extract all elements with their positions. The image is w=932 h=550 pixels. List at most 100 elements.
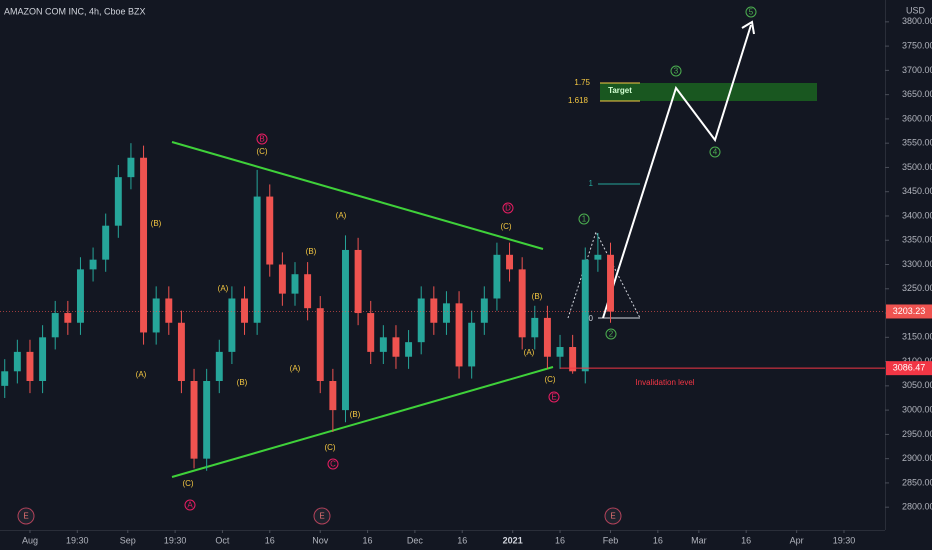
x-tick-label: 16 [653,535,663,545]
candle-body [405,342,413,357]
candle-body [329,380,337,411]
candle-body [607,254,614,312]
y-tick-label: 2950.00 [902,429,932,439]
candle-body [304,274,312,309]
candle-body [506,254,514,270]
candle-body [354,249,362,314]
projection-path [602,24,752,319]
candle-body [64,313,72,323]
event-marker-label: E [319,512,324,521]
candle-body [26,351,34,381]
arrow-head [741,20,755,35]
price-badge-label: 3086.47 [893,363,926,373]
y-tick-label: 2900.00 [902,453,932,463]
wave-label: (B) [237,378,248,387]
y-tick-label: 3700.00 [902,65,932,75]
wave-label: (C) [324,443,335,452]
currency: USD [906,5,926,15]
x-tick-label: Oct [215,535,230,545]
candle-body [127,157,135,178]
y-tick-label: 2850.00 [902,477,932,487]
candle-body [114,177,122,226]
fib-label: 1.75 [574,78,590,87]
x-tick-label: 16 [363,535,373,545]
candle-body [13,351,21,372]
wave-circle [709,146,721,158]
fib-label: 1.618 [568,96,589,105]
x-tick-label: Sep [120,535,136,545]
x-tick-label: Apr [790,535,804,545]
candle-body [468,322,476,367]
x-tick-label: 2021 [503,535,523,545]
wave-label: 1 [582,215,587,224]
trend-line [171,366,554,478]
candle-body [1,371,9,386]
wave-label: (B) [306,247,317,256]
y-tick-label: 2800.00 [902,502,932,512]
wave-circle [745,6,757,18]
candle-body [493,254,501,299]
candle-body [316,308,324,381]
wave-label: 3 [674,67,679,76]
fib-label: 0 [589,314,594,323]
y-tick-label: 3450.00 [902,186,932,196]
target-label: Target [608,86,632,95]
candle-body [581,259,589,372]
x-tick-label: 16 [741,535,751,545]
wave-circle [256,133,268,145]
candle-body [228,298,236,352]
price-badge-label: 3203.23 [893,306,926,316]
candle-body [152,298,160,333]
wave-label: (B) [532,292,543,301]
y-tick-label: 3750.00 [902,40,932,50]
x-tick-label: Mar [691,535,707,545]
candle-body [190,380,198,459]
candle-body [39,337,47,381]
x-tick-label: 19:30 [833,535,856,545]
wave-label: (A) [136,370,147,379]
candle-body [417,298,425,343]
candle-body [569,347,577,372]
event-marker [604,507,622,525]
candle-body [531,317,539,338]
candle-body [392,337,400,357]
wave-label: B [259,135,264,144]
x-tick-label: Dec [407,535,424,545]
x-tick-label: 19:30 [164,535,187,545]
x-tick-label: 19:30 [66,535,89,545]
wave-label: (A) [218,284,229,293]
candle-body [278,264,286,294]
wave-label: D [505,204,511,213]
candle-body [442,303,450,323]
candle-body [203,380,211,459]
wave-label: C [330,460,336,469]
event-marker [313,507,331,525]
y-tick-label: 3550.00 [902,138,932,148]
wave-label: (B) [151,219,162,228]
y-tick-label: 3100.00 [902,356,932,366]
wave-label: (C) [256,147,267,156]
wave-circle [327,458,339,470]
wave-label: (B) [350,410,361,419]
wave-label: (A) [290,364,301,373]
x-tick-label: 16 [555,535,565,545]
wave-circle [670,65,682,77]
invalidation-label: Invalidation level [635,378,694,387]
y-tick-label: 3150.00 [902,332,932,342]
candle-body [367,313,375,352]
event-marker-label: E [23,512,28,521]
wave-label: A [187,501,193,510]
trend-line [171,141,544,250]
y-tick-label: 3650.00 [902,89,932,99]
y-tick-label: 3300.00 [902,259,932,269]
y-tick-label: 3000.00 [902,404,932,414]
x-tick-label: Feb [603,535,619,545]
wave-circle [548,391,560,403]
x-tick-label: 16 [457,535,467,545]
candle-body [594,254,602,260]
event-marker [17,507,35,525]
wave-circle [184,499,196,511]
candle-body [51,313,59,338]
y-tick-label: 3800.00 [902,16,932,26]
